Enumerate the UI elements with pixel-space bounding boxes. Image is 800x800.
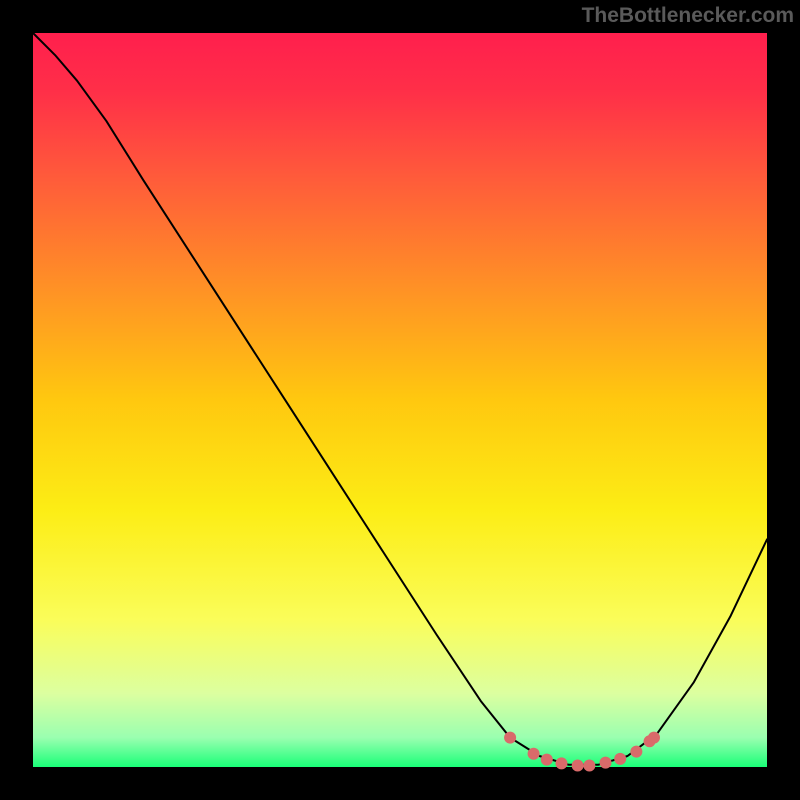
marker-point [528, 748, 540, 760]
marker-point [614, 753, 626, 765]
marker-point [600, 757, 612, 769]
chart-svg [0, 0, 800, 800]
watermark-text: TheBottlenecker.com [582, 4, 794, 28]
marker-point [583, 760, 595, 772]
marker-point [648, 732, 660, 744]
marker-point [555, 757, 567, 769]
marker-point [572, 760, 584, 772]
plot-area [33, 33, 767, 767]
marker-point [541, 754, 553, 766]
chart-container: TheBottlenecker.com [0, 0, 800, 800]
marker-point [630, 746, 642, 758]
marker-point [504, 732, 516, 744]
